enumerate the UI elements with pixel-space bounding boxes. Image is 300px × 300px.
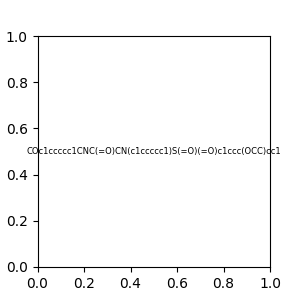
- Text: COc1ccccc1CNC(=O)CN(c1ccccc1)S(=O)(=O)c1ccc(OCC)cc1: COc1ccccc1CNC(=O)CN(c1ccccc1)S(=O)(=O)c1…: [26, 147, 281, 156]
